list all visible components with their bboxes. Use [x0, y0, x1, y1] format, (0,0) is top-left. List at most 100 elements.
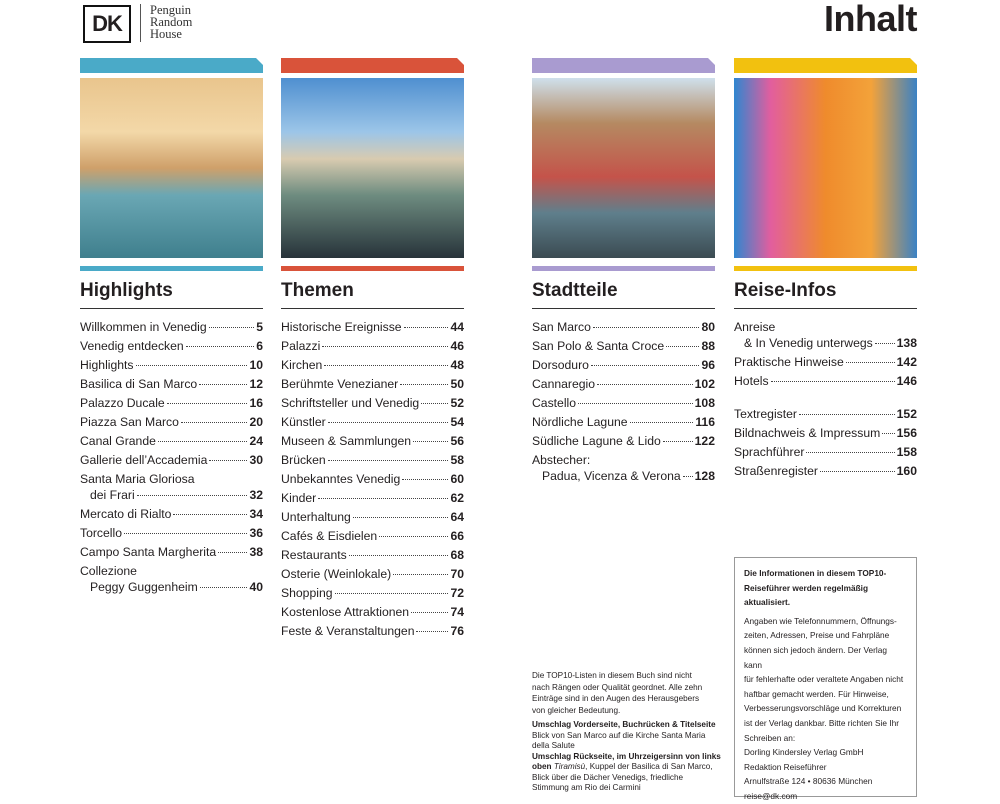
page-number: 30 — [249, 453, 263, 467]
entry-row: Südliche Lagune & Lido 122 — [532, 433, 715, 449]
toc-entry: Torcello 36 — [80, 525, 263, 541]
leader — [136, 495, 248, 496]
leader — [173, 514, 248, 515]
entry-title: Berühmte Venezianer — [281, 377, 399, 391]
entry-title: Hotels — [734, 374, 769, 388]
section: Stadtteile San Marco 80 San Polo & Santa Cr… — [532, 58, 715, 487]
toc-entry: Kinder 62 — [281, 490, 464, 506]
entry-row: Peggy Guggenheim 40 — [80, 579, 263, 595]
entry-title: Palazzo Ducale — [80, 396, 165, 410]
toc-list: Anreise & In Venedig unterwegs 138 Praktisc… — [734, 319, 917, 479]
page-number: 156 — [896, 426, 917, 440]
page-number: 76 — [450, 624, 464, 638]
credit-text: Blick von San Marco auf die Kirche Santa… — [532, 730, 706, 751]
page-number: 6 — [256, 339, 263, 353]
entry-row: Brücken 58 — [281, 452, 464, 468]
entry-title: Historische Ereignisse — [281, 320, 402, 334]
entry-row: Campo Santa Margherita 38 — [80, 544, 263, 560]
leader — [208, 327, 255, 328]
toc-entry: Straßenregister 160 — [734, 463, 917, 479]
publisher-line: Random — [150, 15, 193, 29]
toc-entry: Palazzi 46 — [281, 338, 464, 354]
leader — [402, 479, 449, 480]
entry-row: Berühmte Venezianer 50 — [281, 376, 464, 392]
entry-title: Shopping — [281, 586, 333, 600]
info-line: Angaben wie Telefonnummern, Öffnungs- — [744, 615, 897, 626]
page-number: 74 — [450, 605, 464, 619]
toc-entry: Museen & Sammlungen 56 — [281, 433, 464, 449]
toc-entry: Künstler 54 — [281, 414, 464, 430]
entry-row: dei Frari 32 — [80, 487, 263, 503]
toc-entry: Santa Maria Gloriosa dei Frari 32 — [80, 471, 263, 503]
entry-row: Venedig entdecken 6 — [80, 338, 263, 354]
entry-title: Anreise — [734, 320, 776, 334]
page-number: 160 — [896, 464, 917, 478]
photo — [532, 78, 715, 258]
color-bar — [281, 58, 464, 73]
leader — [403, 327, 449, 328]
note-line: nach Rängen oder Qualität geordnet. Alle… — [532, 682, 703, 692]
info-line: Verbesserungsvorschläge und Korrekturen — [744, 703, 902, 714]
photo — [80, 78, 263, 258]
entry-title: Cafés & Eisdielen — [281, 529, 378, 543]
entry-title: Südliche Lagune & Lido — [532, 434, 661, 448]
toc-entry: Piazza San Marco 20 — [80, 414, 263, 430]
leader — [820, 471, 895, 472]
leader — [322, 346, 449, 347]
info-line: reise@dk.com — [744, 790, 798, 801]
entry-title: Collezione — [80, 564, 137, 578]
leader — [629, 422, 694, 423]
entry-row: Basilica di San Marco 12 — [80, 376, 263, 392]
color-bar — [532, 58, 715, 73]
page-number: 46 — [450, 339, 464, 353]
toc-entry: Anreise & In Venedig unterwegs 138 — [734, 319, 917, 351]
toc-entry: Schriftsteller und Venedig 52 — [281, 395, 464, 411]
leader — [324, 365, 449, 366]
page-number: 102 — [694, 377, 715, 391]
toc-group: Anreise & In Venedig unterwegs 138 Praktisc… — [734, 319, 917, 389]
entry-row: Hotels 146 — [734, 373, 917, 389]
color-bar — [734, 58, 917, 73]
entry-title: Cannaregio — [532, 377, 596, 391]
photo — [281, 78, 464, 258]
entry-row: Bildnachweis & Impressum 156 — [734, 425, 917, 441]
toc-entry: Nördliche Lagune 116 — [532, 414, 715, 430]
toc-entry: Willkommen in Venedig 5 — [80, 319, 263, 335]
leader — [334, 593, 449, 594]
entry-title: Dorsoduro — [532, 358, 589, 372]
section: Highlights Willkommen in Venedig 5 Venedig … — [80, 58, 263, 598]
section: Reise-Infos Anreise & In Venedig unterwegs… — [734, 58, 917, 482]
page-number: 70 — [450, 567, 464, 581]
leader — [185, 346, 255, 347]
leader — [199, 384, 248, 385]
leader — [416, 631, 449, 632]
leader — [400, 384, 449, 385]
leader — [592, 327, 700, 328]
credit-text: Umschlag Vorderseite, Buchrücken & Titel… — [532, 720, 716, 729]
leader — [666, 346, 700, 347]
leader — [209, 460, 248, 461]
toc-entry: Cannaregio 102 — [532, 376, 715, 392]
photo — [734, 78, 917, 258]
section-title: Reise-Infos — [734, 277, 917, 309]
leader — [318, 498, 449, 499]
color-rule — [532, 266, 715, 271]
entry-title: Kirchen — [281, 358, 323, 372]
entry-title: Venedig entdecken — [80, 339, 184, 353]
leader — [348, 555, 449, 556]
toc-entry: Kostenlose Attraktionen 74 — [281, 604, 464, 620]
page-number: 5 — [256, 320, 263, 334]
color-rule — [281, 266, 464, 271]
info-line: für fehlerhafte oder veraltete Angaben n… — [744, 674, 904, 685]
entry-title: Museen & Sammlungen — [281, 434, 412, 448]
info-heading: Die Informationen in diesem TOP10- Reisef… — [744, 566, 907, 610]
publisher-line: House — [150, 27, 182, 41]
publisher: Penguin Random House — [150, 3, 193, 41]
publisher-line: Penguin — [150, 3, 191, 17]
toc-entry: San Polo & Santa Croce 88 — [532, 338, 715, 354]
entry-title: Gallerie dell’Accademia — [80, 453, 208, 467]
entry-title: Textregister — [734, 407, 797, 421]
leader — [806, 452, 895, 453]
toc-entry: Venedig entdecken 6 — [80, 338, 263, 354]
entry-row: Gallerie dell’Accademia 30 — [80, 452, 263, 468]
